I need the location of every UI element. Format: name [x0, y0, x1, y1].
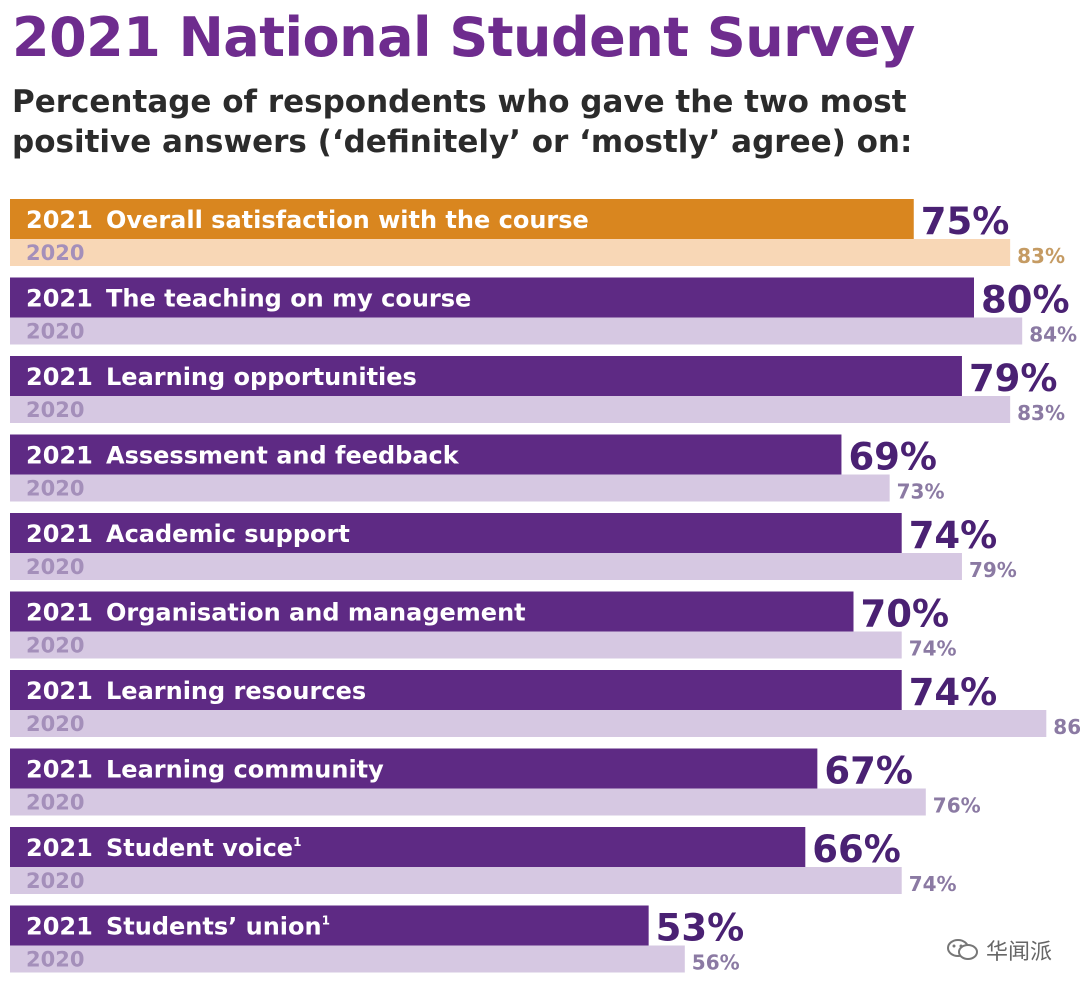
bar-2020 [10, 945, 685, 973]
year-2021-label: 2021 [26, 442, 93, 470]
value-label-2021: 74% [909, 671, 998, 714]
year-2021-label: 2021 [26, 599, 93, 627]
footnote-marker: 1 [293, 835, 301, 849]
value-label-2020: 73% [897, 480, 945, 504]
year-2021-label: 2021 [26, 913, 93, 941]
chat-bubble-icon [946, 939, 978, 960]
year-2021-label: 2021 [26, 834, 93, 862]
bar-2021 [10, 748, 818, 789]
year-2021-label: 2021 [26, 520, 93, 548]
bar-2021 [10, 513, 902, 553]
year-2020-label: 2020 [26, 241, 84, 265]
year-2020-label: 2020 [26, 948, 84, 972]
footnote-marker: 1 [322, 914, 330, 928]
bar-label-2021: 2021 Students’ union1 [26, 913, 330, 941]
category-label: Organisation and management [106, 599, 526, 627]
bar-label-2021: 2021 Learning opportunities [26, 363, 417, 391]
bar-2020 [10, 867, 902, 894]
watermark: 华闻派 [946, 934, 1052, 966]
value-label-2020: 56% [692, 951, 740, 975]
year-2020-label: 2020 [26, 555, 84, 579]
value-label-2021: 66% [812, 828, 901, 871]
year-2021-label: 2021 [26, 756, 93, 784]
bar-2020 [10, 396, 1011, 423]
value-label-2021: 70% [861, 593, 950, 636]
bar-label-2021: 2021 Assessment and feedback [26, 442, 460, 470]
bar-label-2021: 2021 Learning resources [26, 677, 366, 705]
value-label-2021: 80% [981, 279, 1070, 322]
value-label-2020: 83% [1017, 401, 1065, 425]
year-2021-label: 2021 [26, 363, 93, 391]
category-label: Overall satisfaction with the course [106, 206, 589, 234]
value-label-2021: 53% [656, 907, 745, 950]
category-label: Learning community [106, 756, 384, 784]
bar-group: 2021 Learning community 2020 67% 76% [10, 748, 981, 818]
category-label: Student voice [106, 834, 293, 862]
bar-label-2021: 2021 Overall satisfaction with the course [26, 206, 589, 234]
bar-2021 [10, 905, 649, 946]
bar-2021 [10, 827, 806, 867]
year-2020-label: 2020 [26, 869, 84, 893]
value-label-2021: 75% [921, 200, 1010, 243]
bar-group: 2021 Organisation and management 2020 70%74… [10, 591, 957, 661]
year-2020-label: 2020 [26, 477, 84, 501]
value-label-2020: 74% [909, 637, 957, 661]
bar-group: 2021 Students’ union1 2020 53%56% [10, 905, 745, 975]
year-2021-label: 2021 [26, 285, 93, 313]
category-label: Learning opportunities [106, 363, 417, 391]
bar-group: 2021 Student voice1 2020 66% 74% [10, 827, 957, 896]
category-label: Assessment and feedback [106, 442, 460, 470]
bar-group: 2021 Learning resources 2020 74% 86% [10, 670, 1080, 739]
bar-2021 [10, 199, 914, 239]
year-2020-label: 2020 [26, 634, 84, 658]
bar-group: 2021 Academic support 2020 74%79% [10, 513, 1017, 582]
bar-2021 [10, 356, 962, 396]
value-label-2020: 74% [909, 872, 957, 896]
bar-2021 [10, 277, 974, 318]
year-2020-label: 2020 [26, 398, 84, 422]
value-label-2020: 84% [1029, 323, 1077, 347]
bar-label-2021: 2021 Learning community [26, 756, 384, 784]
bar-label-2021: 2021 The teaching on my course [26, 285, 471, 313]
bar-2021 [10, 591, 854, 632]
bar-2020 [10, 788, 926, 816]
bar-2020 [10, 710, 1047, 737]
bar-label-2021: 2021 Student voice1 [26, 834, 301, 862]
category-label: Students’ union [106, 913, 322, 941]
watermark-text: 华闻派 [985, 940, 1052, 965]
value-label-2020: 83% [1017, 244, 1065, 268]
value-label-2020: 76% [933, 794, 981, 818]
bar-2021 [10, 670, 902, 710]
bar-label-2021: 2021 Academic support [26, 520, 350, 548]
bar-group: 2021 The teaching on my course 2020 80%84% [10, 277, 1077, 347]
bar-label-2021: 2021 Organisation and management [26, 599, 526, 627]
value-label-2021: 79% [969, 357, 1058, 400]
chart-subtitle: Percentage of respondents who gave the t… [12, 84, 913, 160]
bar-2020 [10, 553, 962, 580]
bar-2020 [10, 317, 1023, 345]
value-label-2020: 79% [969, 558, 1017, 582]
bar-group: 2021 Assessment and feedback 2020 69%73% [10, 434, 945, 504]
bar-group: 2021 Learning opportunities 2020 79%83% [10, 356, 1065, 425]
bar-2021 [10, 434, 842, 475]
year-2020-label: 2020 [26, 320, 84, 344]
value-label-2021: 74% [909, 514, 998, 557]
category-label: Academic support [106, 520, 350, 548]
bar-2020 [10, 239, 1011, 266]
category-label: The teaching on my course [106, 285, 471, 313]
bar-group: 2021 Overall satisfaction with the course… [10, 199, 1065, 268]
year-2020-label: 2020 [26, 712, 84, 736]
year-2021-label: 2021 [26, 206, 93, 234]
year-2021-label: 2021 [26, 677, 93, 705]
category-label: Learning resources [106, 677, 366, 705]
value-label-2021: 69% [848, 436, 937, 479]
bar-2020 [10, 474, 890, 502]
value-label-2020: 86% [1053, 715, 1080, 739]
chart-title: 2021 National Student Survey [12, 6, 915, 69]
bar-2020 [10, 631, 902, 659]
year-2020-label: 2020 [26, 791, 84, 815]
value-label-2021: 67% [824, 750, 913, 793]
